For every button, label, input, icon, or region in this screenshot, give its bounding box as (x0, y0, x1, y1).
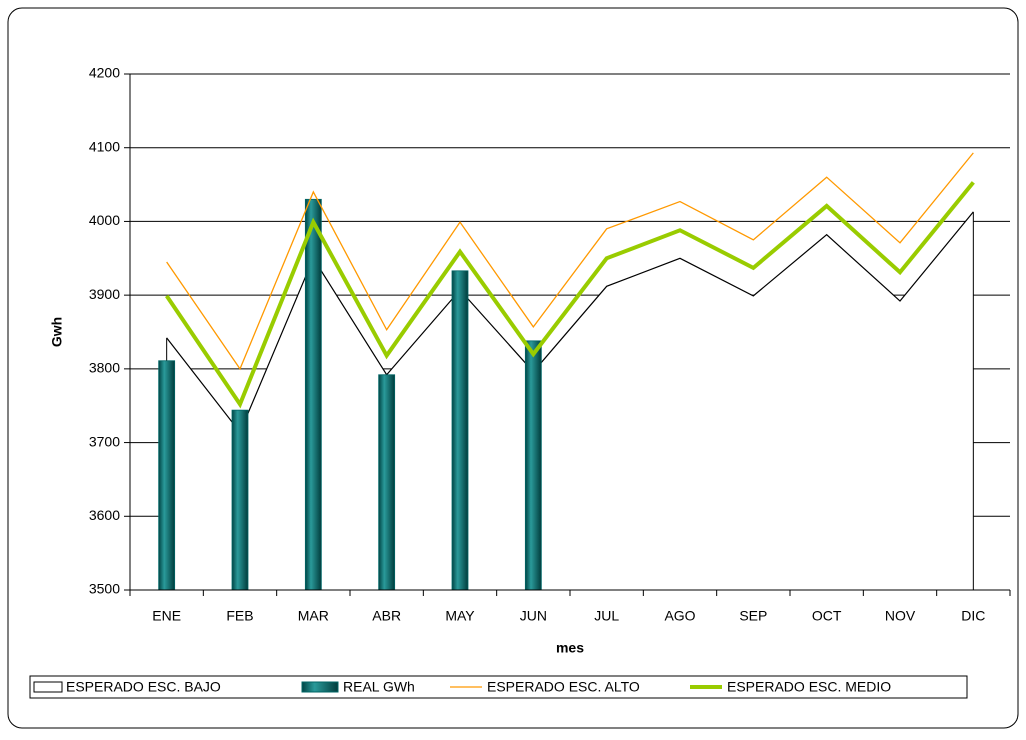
x-axis-label: mes (556, 640, 584, 656)
x-tick-label: OCT (812, 608, 842, 624)
bar (304, 198, 322, 591)
x-tick-label: JUL (594, 608, 619, 624)
legend-label: ESPERADO ESC. ALTO (487, 679, 640, 695)
legend-label: ESPERADO ESC. MEDIO (727, 679, 891, 695)
line (166, 152, 974, 371)
x-tick-label: FEB (226, 608, 253, 624)
bar (451, 270, 469, 591)
y-tick-label: 3900 (89, 286, 120, 302)
legend-swatch (33, 681, 63, 693)
x-tick-label: JUN (520, 608, 547, 624)
x-tick-label: DIC (961, 608, 985, 624)
y-tick-label: 3700 (89, 433, 120, 449)
x-tick-label: NOV (885, 608, 916, 624)
y-tick-label: 3600 (89, 507, 120, 523)
bar (231, 409, 249, 591)
y-tick-label: 3800 (89, 360, 120, 376)
area-line (166, 211, 974, 434)
x-tick-label: ENE (152, 608, 181, 624)
legend-label: REAL GWh (343, 679, 415, 695)
area-fill (166, 211, 974, 591)
y-tick-label: 4100 (89, 138, 120, 154)
legend-box (29, 675, 968, 699)
x-tick-label: ABR (372, 608, 401, 624)
line (165, 181, 975, 409)
bar (524, 340, 542, 591)
y-tick-label: 4200 (89, 65, 120, 81)
x-tick-label: AGO (664, 608, 695, 624)
y-tick-label: 3500 (89, 581, 120, 597)
x-tick-label: MAR (298, 608, 329, 624)
y-tick-label: 4000 (89, 212, 120, 228)
bar (158, 360, 176, 591)
x-tick-label: MAY (445, 608, 475, 624)
bar (378, 374, 396, 591)
y-axis-label: Gwh (49, 317, 65, 347)
legend-label: ESPERADO ESC. BAJO (66, 679, 221, 695)
x-tick-label: SEP (739, 608, 767, 624)
legend-swatch (301, 681, 339, 693)
